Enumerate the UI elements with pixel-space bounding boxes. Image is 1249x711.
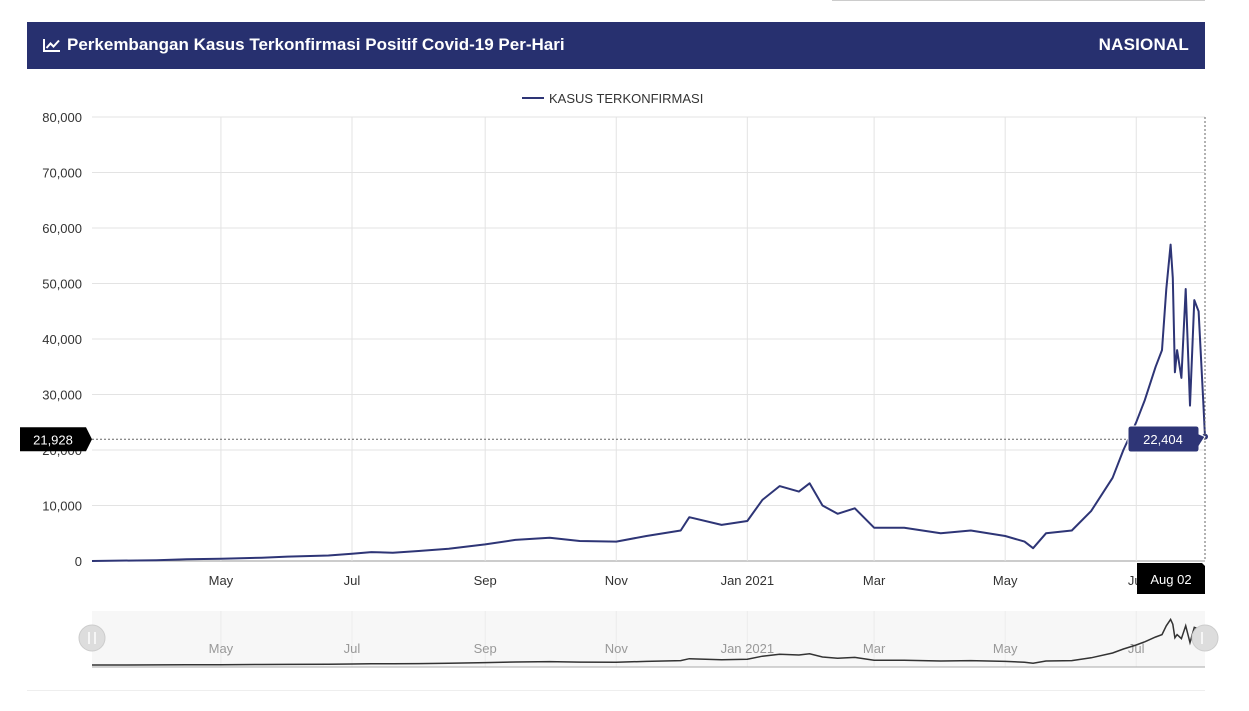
navigator-background [92, 611, 1205, 667]
tooltip-box [1127, 425, 1206, 453]
crosshair-x-label: Aug 02 [1150, 572, 1191, 587]
navigator[interactable]: May Jul Sep Nov Jan 2021 Mar May Jul [78, 611, 1219, 668]
legend[interactable]: KASUS TERKONFIRMASI [522, 91, 703, 106]
chart-title: Perkembangan Kasus Terkonfirmasi Positif… [43, 35, 565, 55]
navigator-tick-label: Jul [344, 641, 361, 656]
line-chart-icon [43, 39, 60, 52]
series-line-kasus-terkonfirmasi[interactable] [91, 243, 1206, 562]
crosshair: 21,928 Aug 02 22,404 [20, 117, 1206, 594]
y-tick-label: 30,000 [42, 388, 82, 403]
y-tick-label: 60,000 [42, 221, 82, 236]
navigator-tick-label: Sep [474, 641, 497, 656]
tooltip-value: 22,404 [1143, 432, 1183, 447]
bottom-rule [27, 690, 1205, 691]
series-layer[interactable] [91, 243, 1208, 562]
navigator-series-line [91, 617, 1206, 666]
chart-header: Perkembangan Kasus Terkonfirmasi Positif… [27, 22, 1205, 69]
region-label: NASIONAL [1098, 35, 1189, 54]
axes: 010,00020,00030,00040,00050,00060,00070,… [42, 110, 1144, 588]
crosshair-x-label-box [1137, 563, 1205, 594]
x-tick-label: Jan 2021 [721, 573, 775, 588]
y-tick-label: 10,000 [42, 499, 82, 514]
navigator-tick-label: May [993, 641, 1018, 656]
navigator-handle-left[interactable] [78, 624, 106, 652]
crosshair-y-label: 21,928 [33, 432, 73, 447]
x-tick-label: Jul [344, 573, 361, 588]
legend-label[interactable]: KASUS TERKONFIRMASI [549, 91, 703, 106]
x-tick-label: May [993, 573, 1018, 588]
y-tick-label: 40,000 [42, 332, 82, 347]
navigator-tick-label: Nov [605, 641, 629, 656]
navigator-tick-label: Mar [863, 641, 886, 656]
x-tick-label: Mar [863, 573, 886, 588]
y-tick-label: 70,000 [42, 166, 82, 181]
navigator-handle-right[interactable] [1191, 624, 1219, 652]
navigator-tick-label: May [209, 641, 234, 656]
navigator-tick-label: Jan 2021 [721, 641, 775, 656]
y-tick-label: 80,000 [42, 110, 82, 125]
y-tick-label: 50,000 [42, 277, 82, 292]
top-rule [832, 0, 1205, 1]
navigator-tick-label: Jul [1128, 641, 1145, 656]
chart-title-text: Perkembangan Kasus Terkonfirmasi Positif… [67, 35, 565, 54]
grid-lines [92, 116, 1205, 562]
x-tick-label: Nov [605, 573, 629, 588]
x-tick-label: May [209, 573, 234, 588]
y-tick-label: 0 [75, 554, 82, 569]
x-tick-label: Sep [474, 573, 497, 588]
crosshair-y-label-box [20, 427, 92, 452]
